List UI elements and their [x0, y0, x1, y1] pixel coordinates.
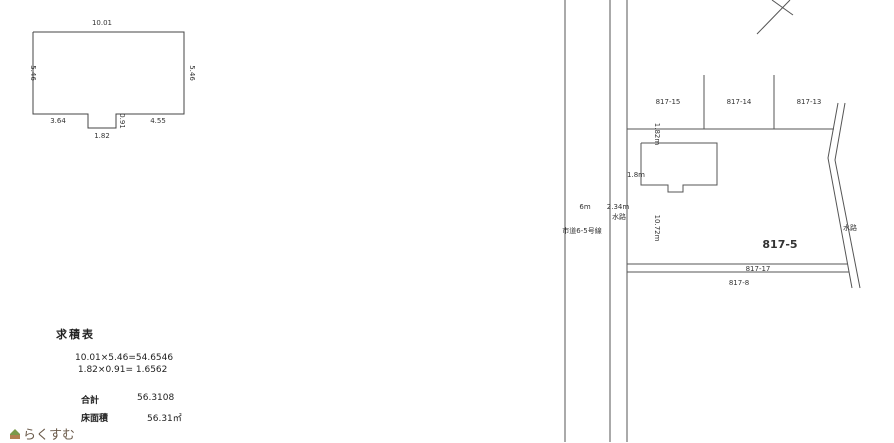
dim-left: 5.46	[29, 65, 37, 81]
lot-817-13: 817-13	[797, 98, 822, 106]
logo: らくすむ	[10, 424, 75, 443]
lot-817-17: 817-17	[746, 265, 771, 273]
floor-area-value: 56.31㎡	[147, 414, 182, 424]
floor-plan	[32, 31, 185, 129]
setback-top: 1.82m	[653, 123, 661, 146]
area-calc-line1: 10.01×5.46=54.6546	[75, 353, 174, 363]
house-footprint	[640, 142, 718, 193]
dim-notch-width: 1.82	[94, 132, 110, 140]
lot-817-8: 817-8	[729, 279, 749, 287]
floor-area-label: 床面積	[81, 414, 109, 424]
dim-notch-depth: 0.91	[118, 113, 126, 129]
logo-text: らくすむ	[23, 428, 76, 443]
house-icon	[10, 428, 20, 439]
area-calc-line2: 1.82×0.91= 1.6562	[75, 365, 168, 375]
total-label: 合計	[81, 396, 100, 406]
road-name: 市道6-5号線	[562, 226, 601, 235]
dim-right: 5.46	[188, 65, 196, 81]
site-map-lines	[564, 0, 861, 442]
area-table-title: 求積表	[56, 328, 95, 341]
total-value: 56.3108	[137, 393, 175, 403]
dim-bottom-right: 4.55	[150, 117, 166, 125]
channel-width: 2.34m	[607, 203, 630, 211]
dim-bottom-left: 3.64	[50, 117, 66, 125]
lot-817-14: 817-14	[727, 98, 752, 106]
building-outline	[32, 31, 185, 129]
channel-label: 水路	[612, 212, 626, 221]
setback-side: 1.8m	[627, 171, 645, 179]
main-lot-label: 817-5	[762, 238, 797, 251]
road-width: 6m	[579, 203, 590, 211]
depth-dim: 10.72m	[653, 215, 661, 242]
right-channel-label: 水路	[843, 223, 857, 232]
lot-817-15: 817-15	[656, 98, 681, 106]
dim-top: 10.01	[92, 19, 112, 27]
